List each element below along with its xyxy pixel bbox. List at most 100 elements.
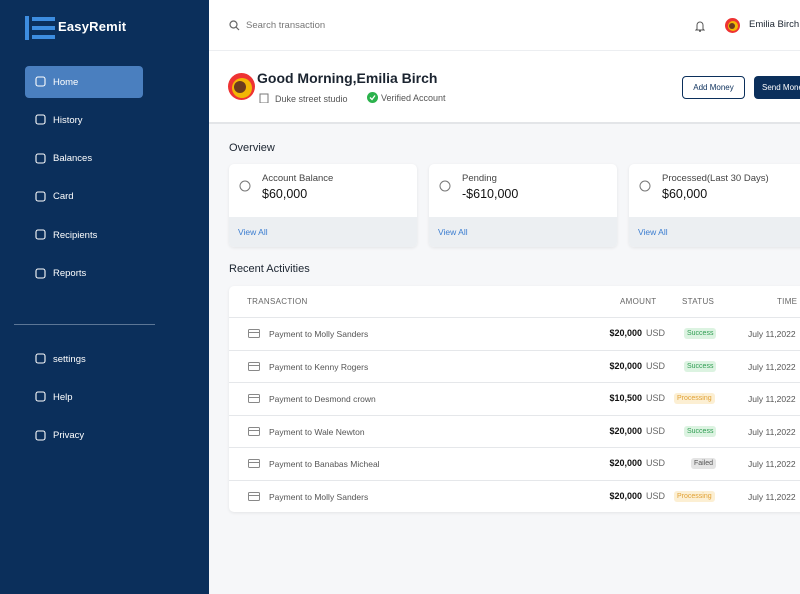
section-title: Recent Activities <box>229 263 310 275</box>
card-icon <box>639 180 651 192</box>
amount-value: $10,500 <box>609 393 642 403</box>
icon <box>35 114 46 125</box>
card-amount: $60,000 <box>262 187 308 201</box>
bell-icon[interactable] <box>695 20 705 32</box>
description: Payment to Banabas Micheal <box>269 459 380 469</box>
column-header: TIME <box>777 297 798 306</box>
card-label: Processed(Last 30 Days) <box>662 173 769 184</box>
status-badge: Success <box>684 360 717 372</box>
card-icon <box>248 459 260 468</box>
nav-item[interactable]: Help <box>25 381 143 413</box>
section-title: Overview <box>229 142 275 154</box>
transaction-row[interactable]: Payment to Desmond crown $10,500 USD Proces… <box>229 382 800 415</box>
description: Payment to Molly Sanders <box>269 491 369 502</box>
nav-label: Card <box>53 191 74 203</box>
time: July 11,2022 <box>748 491 796 502</box>
description: Payment to Kenny Rogers <box>269 361 369 372</box>
amount: $10,500 USD <box>609 393 665 403</box>
nav-item[interactable]: History <box>25 104 143 136</box>
card-icon <box>248 426 260 436</box>
status-badge: Processing <box>674 490 715 502</box>
logo <box>25 16 55 40</box>
nav-label: Reports <box>53 268 87 279</box>
status-badge: Success <box>684 425 717 437</box>
currency: USD <box>645 490 665 501</box>
amount-value: $20,000 <box>609 425 642 436</box>
amount-value: $20,000 <box>609 360 642 371</box>
verified-icon <box>367 92 378 103</box>
amount: $20,000 USD <box>609 361 665 371</box>
nav-item[interactable]: Recipients <box>25 219 143 251</box>
icon <box>35 430 46 441</box>
card-icon <box>248 361 260 371</box>
nav-item[interactable]: Privacy <box>25 420 143 452</box>
nav-label: settings <box>53 353 86 365</box>
transaction-row[interactable]: Payment to Wale Newton $20,000 USD Success J… <box>229 414 800 448</box>
nav-item[interactable]: Home <box>25 66 143 98</box>
icon <box>35 267 46 279</box>
card-label: Account Balance <box>262 173 334 184</box>
card-icon <box>248 491 260 501</box>
currency: USD <box>645 458 665 468</box>
activity-table: TRANSACTION AMOUNT STATUS TIME Payment to Mo… <box>229 286 800 512</box>
status-badge: Failed <box>691 458 717 469</box>
card-amount: -$610,000 <box>462 187 519 201</box>
search-icon <box>229 20 240 31</box>
column-header: TRANSACTION <box>247 297 308 306</box>
stat-card: Pending -$610,000 View All <box>429 164 617 247</box>
nav-item[interactable]: settings <box>25 343 143 375</box>
building-icon <box>259 93 269 103</box>
time: July 11,2022 <box>748 459 796 469</box>
nav-label: Privacy <box>53 430 85 442</box>
view-all-link[interactable]: View All <box>629 217 800 247</box>
column-header: AMOUNT <box>620 297 657 306</box>
topbar: Search transaction Emilia Birch <box>209 0 800 51</box>
card-icon <box>239 180 251 192</box>
view-all-link[interactable]: View All <box>429 217 617 247</box>
transaction-row[interactable]: Payment to Kenny Rogers $20,000 USD Success… <box>229 349 800 383</box>
nav-item[interactable]: Card <box>25 181 143 213</box>
icon <box>35 153 46 164</box>
card-label: Pending <box>462 173 497 184</box>
nav-item[interactable]: Reports <box>25 258 143 290</box>
nav-item[interactable]: Balances <box>25 143 143 175</box>
location: Duke street studio <box>275 94 348 104</box>
view-all-link[interactable]: View All <box>229 217 417 247</box>
currency: USD <box>645 425 665 436</box>
transaction-row[interactable]: Payment to Banabas Micheal $20,000 USD Fail… <box>229 447 800 480</box>
icon <box>35 353 46 364</box>
greeting: Good Morning,Emilia Birch <box>257 70 438 86</box>
stat-card: Account Balance $60,000 View All <box>229 164 417 247</box>
icon <box>35 391 46 402</box>
separator <box>14 324 155 325</box>
user-name[interactable]: Emilia Birch <box>749 19 800 30</box>
amount: $20,000 USD <box>609 426 665 436</box>
time: July 11,2022 <box>748 394 796 404</box>
status-badge: Processing <box>674 393 715 404</box>
send-money-button[interactable]: Send Money <box>754 76 800 99</box>
description: Payment to Molly Sanders <box>269 329 369 339</box>
avatar[interactable] <box>725 18 740 33</box>
stat-card: Processed(Last 30 Days) $60,000 View All <box>629 164 800 247</box>
transaction-row[interactable]: Payment to Molly Sanders $20,000 USD Succes… <box>229 317 800 350</box>
currency: USD <box>645 328 665 338</box>
sidebar: EasyRemit Home History Balances Card Recipie… <box>0 0 209 594</box>
time: July 11,2022 <box>748 426 796 437</box>
transaction-row[interactable]: Payment to Molly Sanders $20,000 USD Proces… <box>229 479 800 513</box>
nav-label: Home <box>53 76 79 88</box>
card-icon <box>248 329 260 338</box>
verified: Verified Account <box>381 93 446 103</box>
column-header: STATUS <box>682 297 715 306</box>
status-badge: Success <box>684 328 717 339</box>
time: July 11,2022 <box>748 329 796 339</box>
card-icon <box>248 394 260 403</box>
brand: EasyRemit <box>58 19 127 34</box>
nav-label: Balances <box>53 153 93 165</box>
greeting-bar: Good Morning,Emilia Birch Duke street st… <box>209 51 800 124</box>
amount-value: $20,000 <box>609 328 642 338</box>
currency: USD <box>645 393 665 403</box>
search-input[interactable]: Search transaction <box>246 20 326 31</box>
add-money-button[interactable]: Add Money <box>682 76 745 99</box>
description: Payment to Wale Newton <box>269 426 365 437</box>
